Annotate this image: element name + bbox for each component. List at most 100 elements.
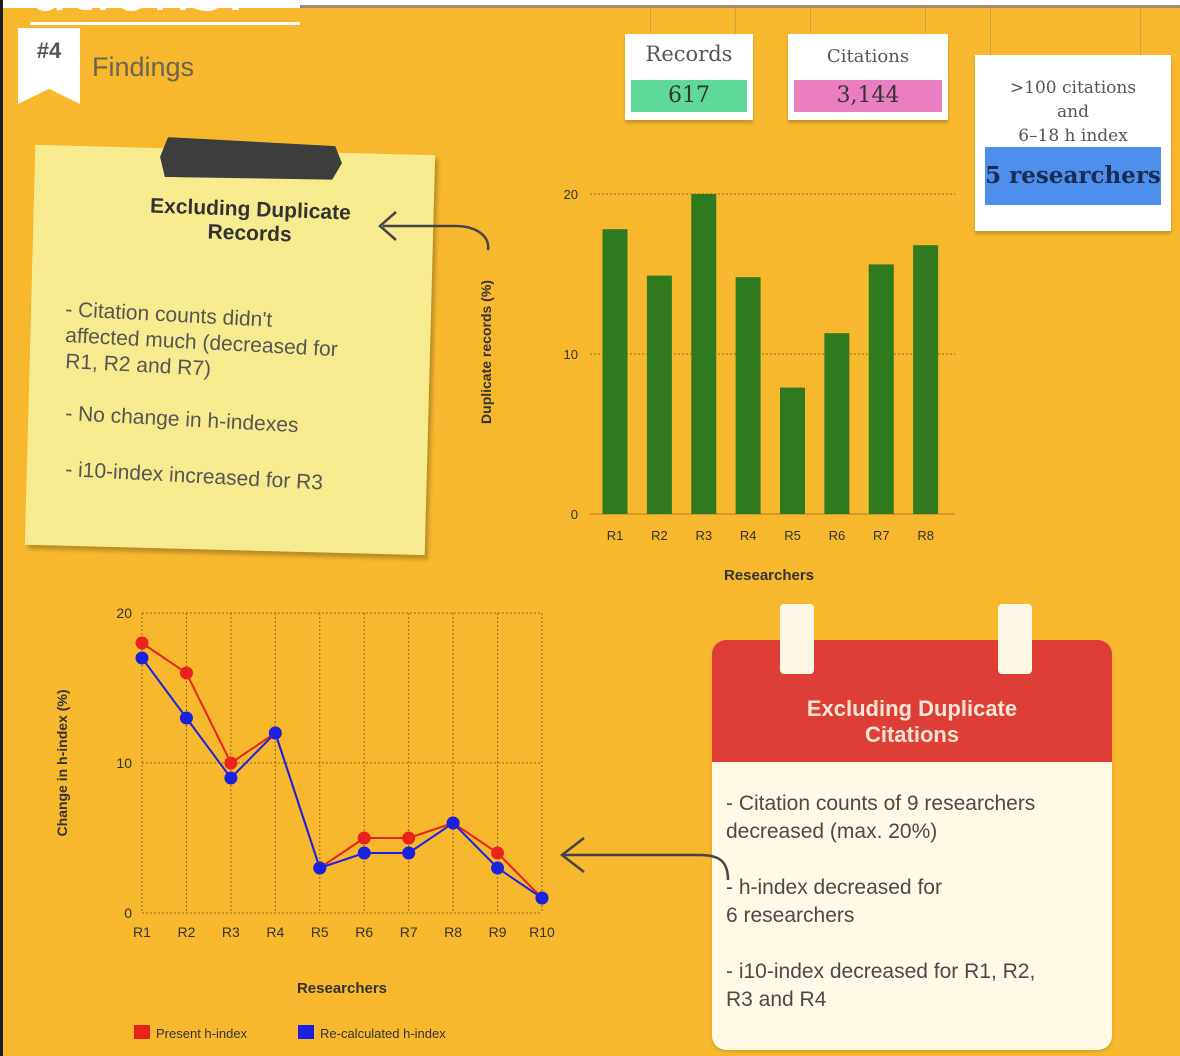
series-point: [446, 816, 460, 830]
series-point: [224, 771, 238, 785]
legend-swatch: [134, 1025, 150, 1039]
bar: [913, 245, 939, 514]
line-xtick-label: R3: [222, 924, 240, 940]
bar-chart-bars: [602, 194, 939, 514]
series-point: [491, 846, 505, 860]
callout-line: - h-index decreased for: [726, 876, 942, 899]
bar-xtick-label: R3: [695, 528, 712, 543]
series-point: [402, 846, 416, 860]
bar-xtick-label: R4: [740, 528, 757, 543]
series-point: [135, 651, 149, 665]
line-ytick-label: 10: [116, 755, 132, 771]
records-arrowhead: [378, 211, 397, 241]
bar-chart-xlabel: Researchers: [724, 567, 814, 584]
bar: [691, 194, 717, 514]
citations-card: Citations 3,144: [788, 34, 948, 120]
top-strip: [0, 0, 1180, 8]
line-chart-labels: 0 10 20 R1 R2 R3 R4 R5 R6 R7 R8 R9 R10: [116, 605, 555, 940]
line-xtick-label: R9: [489, 924, 507, 940]
criteria-value: 5 researchers: [985, 147, 1161, 205]
line-chart-ylabel: Change in h-index (%): [54, 690, 70, 837]
series-point: [357, 846, 371, 860]
series-point: [535, 891, 549, 905]
bar-xtick-label: R1: [607, 528, 624, 543]
section-number: #4: [36, 38, 62, 63]
line-chart-series: [135, 636, 549, 905]
bar: [646, 275, 672, 514]
series-point: [402, 831, 416, 845]
legend-label: Re-calculated h-index: [320, 1026, 446, 1041]
bar-ytick-label: 20: [564, 187, 578, 202]
bar-xtick-label: R6: [829, 528, 846, 543]
line-xtick-label: R10: [529, 924, 555, 940]
series-point: [179, 666, 193, 680]
callout-line: 6 researchers: [726, 904, 855, 927]
cropped-page-title: ations:: [30, 0, 247, 25]
citations-arrow: [562, 853, 730, 881]
bar-xtick-label: R5: [784, 528, 801, 543]
line-xtick-label: R8: [444, 924, 462, 940]
bar-ytick-label: 10: [564, 347, 578, 362]
criteria-line3: 6–18 h index: [1018, 126, 1128, 146]
bar: [824, 333, 850, 514]
bar: [868, 264, 894, 514]
citations-label: Citations: [826, 46, 910, 67]
records-card: Records 617: [625, 34, 753, 120]
citations-callout: Excluding Duplicate Citations - Citation…: [712, 640, 1112, 1050]
series-point: [179, 711, 193, 725]
callout-title: Excluding Duplicate Citations: [712, 696, 1112, 748]
line-xtick-label: R5: [311, 924, 329, 940]
line-chart-legend: Present h-index Re-calculated h-index: [134, 1025, 446, 1041]
series-point: [313, 861, 327, 875]
callout-title-line: Excluding Duplicate: [806, 696, 1018, 721]
series-line: [141, 657, 543, 899]
bar-chart-labels: 0 10 20 R1 R2 R3 R4 R5 R6 R7 R8: [564, 187, 934, 543]
series-point: [357, 831, 371, 845]
calendar-ring: [998, 604, 1032, 674]
hanging-string: [650, 8, 651, 34]
line-xtick-label: R2: [177, 924, 195, 940]
hanging-string: [990, 8, 991, 56]
hanging-string: [735, 8, 736, 34]
records-value: 617: [631, 80, 747, 112]
records-label: Records: [645, 42, 733, 66]
callout-line: - i10-index decreased for R1, R2,: [726, 960, 1036, 983]
records-arrow: [383, 224, 490, 251]
bar-chart-ylabel: Duplicate records (%): [478, 280, 494, 424]
top-rule: [300, 5, 1180, 8]
series-point: [491, 861, 505, 875]
citations-value: 3,144: [794, 80, 942, 112]
title-underline: [30, 22, 300, 25]
callout-header: [712, 640, 1112, 762]
bar-xtick-label: R2: [651, 528, 668, 543]
line-chart-xlabel: Researchers: [297, 980, 387, 997]
line-xtick-label: R4: [266, 924, 284, 940]
bar-xtick-label: R7: [873, 528, 890, 543]
bar-ytick-label: 0: [571, 507, 578, 522]
callout-title-line: Citations: [864, 722, 960, 747]
callout-line: - Citation counts of 9 researchers: [726, 792, 1036, 815]
bar: [602, 229, 628, 514]
legend-swatch: [298, 1025, 314, 1039]
calendar-ring: [780, 604, 814, 674]
citations-arrowhead: [559, 837, 585, 873]
bar: [780, 387, 805, 514]
criteria-card: >100 citations and 6–18 h index 5 resear…: [975, 55, 1171, 231]
bar: [735, 277, 761, 514]
callout-line: R3 and R4: [726, 988, 827, 1011]
hanging-string: [925, 8, 926, 34]
line-xtick-label: R6: [355, 924, 373, 940]
series-line: [141, 642, 543, 899]
section-title: Findings: [92, 52, 195, 82]
line-ytick-label: 0: [124, 905, 132, 921]
line-xtick-label: R7: [400, 924, 418, 940]
series-point: [224, 756, 238, 770]
hanging-string: [810, 8, 811, 34]
line-chart-grid: [141, 612, 543, 914]
series-point: [135, 636, 149, 650]
series-point: [268, 726, 282, 740]
left-edge-line: [0, 0, 3, 1056]
